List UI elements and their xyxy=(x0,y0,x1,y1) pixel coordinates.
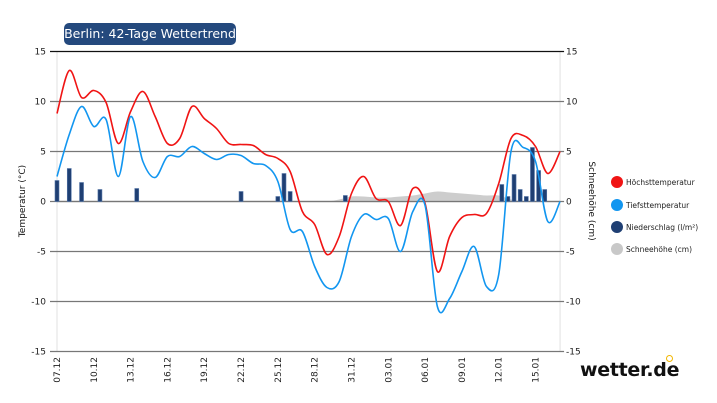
y2-tick-label: 0 xyxy=(566,198,572,208)
y-tick-label: -15 xyxy=(31,348,46,358)
y2-tick-label: -15 xyxy=(566,348,581,358)
y2-tick-label: 5 xyxy=(566,148,572,158)
precipitation-bar xyxy=(499,184,505,202)
precipitation-bar xyxy=(530,147,535,202)
y2-tick-label: 15 xyxy=(566,48,577,58)
x-tick-label: 07.12 xyxy=(53,357,63,383)
x-tick-label: 13.12 xyxy=(127,357,137,383)
y2-tick-label: -10 xyxy=(566,298,581,308)
x-tick-label: 09.01 xyxy=(458,357,468,383)
precipitation-bar xyxy=(275,196,281,202)
x-tick-label: 12.01 xyxy=(495,357,505,383)
legend-label: Niederschlag (l/m²) xyxy=(626,222,699,232)
precipitation-bar xyxy=(79,182,84,202)
precipitation-bar xyxy=(287,191,293,202)
legend-item-min-temp[interactable]: Tiefsttemperatur xyxy=(611,199,689,211)
precipitation-bar xyxy=(281,173,287,202)
snow-depth-area xyxy=(57,191,561,202)
precipitation-bar xyxy=(97,189,103,202)
x-tick-label: 28.12 xyxy=(311,357,321,383)
legend-label: Höchsttemperatur xyxy=(626,177,695,187)
x-tick-label: 06.01 xyxy=(421,357,431,383)
precipitation-bar xyxy=(517,189,523,202)
logo-dot-icon xyxy=(666,355,673,362)
x-tick-label: 31.12 xyxy=(347,357,357,383)
x-tick-label: 19.12 xyxy=(200,357,210,383)
y-tick-label: 15 xyxy=(35,48,46,58)
legend-dot-icon xyxy=(611,221,623,233)
max-temperature-line xyxy=(56,69,561,273)
precipitation-bar xyxy=(524,196,529,202)
legend-item-max-temp[interactable]: Höchsttemperatur xyxy=(611,176,695,188)
legend-item-precipitation[interactable]: Niederschlag (l/m²) xyxy=(611,221,698,233)
wetter-de-logo: wetter.de xyxy=(580,359,680,381)
x-tick-label: 03.01 xyxy=(384,357,394,383)
y-tick-label: 10 xyxy=(35,98,47,108)
x-tick-label: 10.12 xyxy=(90,357,100,383)
precipitation-bar xyxy=(134,188,140,202)
y2-tick-label: 10 xyxy=(566,98,578,108)
chart-title: Berlin: 42-Tage Wettertrend xyxy=(64,23,236,45)
legend-label: Tiefsttemperatur xyxy=(626,200,690,210)
x-tick-label: 16.12 xyxy=(163,357,173,383)
y-axis-title: Temperatur (°C) xyxy=(18,165,28,238)
precipitation-bar xyxy=(343,195,348,202)
precipitation-bar xyxy=(66,168,72,202)
x-tick-label: 22.12 xyxy=(237,357,247,383)
y-tick-label: 0 xyxy=(40,198,46,208)
legend-dot-icon xyxy=(611,176,623,188)
y-tick-label: -5 xyxy=(37,248,46,258)
precipitation-bar xyxy=(238,191,244,202)
y2-tick-label: -5 xyxy=(566,248,575,258)
y-tick-label: -10 xyxy=(31,298,46,308)
legend-label: Schneehöhe (cm) xyxy=(626,244,692,254)
legend-dot-icon xyxy=(611,243,623,255)
precipitation-bar xyxy=(511,174,517,202)
legend-item-snow[interactable]: Schneehöhe (cm) xyxy=(611,243,692,255)
legend-dot-icon xyxy=(611,199,623,211)
precipitation-bar xyxy=(54,180,60,202)
x-tick-label: 15.01 xyxy=(532,357,542,383)
y-tick-label: 5 xyxy=(40,148,46,158)
x-tick-label: 25.12 xyxy=(274,357,284,383)
min-temperature-line xyxy=(56,105,561,314)
y2-axis-title: Schneehöhe (cm) xyxy=(586,161,596,240)
